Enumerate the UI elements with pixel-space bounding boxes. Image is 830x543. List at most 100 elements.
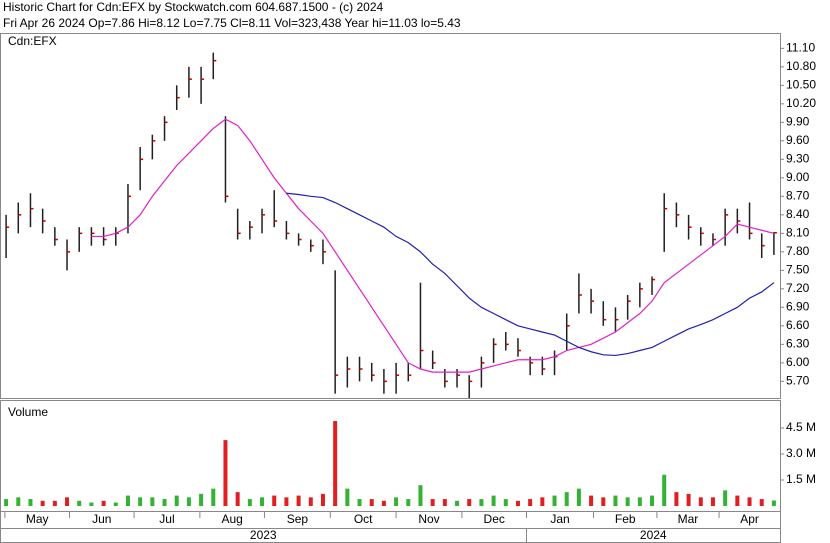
x-tick-label: Nov [418,512,439,526]
x-tick-label: Aug [221,512,242,526]
volume-bar [272,495,277,506]
year-label: 2024 [640,528,667,542]
volume-label: Volume [8,405,48,419]
volume-bar [89,502,94,506]
y-tick-label: 11.10 [786,41,815,55]
chart-subtitle: Fri Apr 26 2024 Op=7.86 Hi=8.12 Lo=7.75 … [3,16,461,30]
x-tick-label: Dec [484,512,505,526]
x-tick-label: Mar [678,512,699,526]
y2-tick-label: 3.0 M [786,446,816,460]
volume-bar [515,500,520,506]
volume-bar [247,499,252,506]
volume-bar [406,499,411,506]
volume-bar [540,497,545,506]
volume-bar [235,492,240,506]
y-tick-label: 6.60 [786,318,810,332]
volume-bar [528,499,533,506]
volume-bar [345,488,350,506]
x-tick-label: Feb [615,512,636,526]
y-tick-label: 9.00 [786,170,810,184]
y-tick-label: 7.80 [786,244,810,258]
volume-bar [125,495,130,506]
volume-bar [223,440,228,506]
volume-bar [564,492,569,506]
chart-title: Historic Chart for Cdn:EFX by Stockwatch… [3,0,383,14]
volume-bar [723,490,728,506]
moving-average [91,118,775,373]
y-tick-label: 10.20 [786,96,816,110]
volume-bar [491,495,496,506]
volume-bar [442,499,447,506]
x-tick-label: May [26,512,49,526]
x-tick-label: Jul [159,512,174,526]
volume-bar [698,497,703,506]
volume-bar [101,500,106,506]
volume-bar [199,493,204,506]
x-tick-label: Jan [550,512,569,526]
y-tick-label: 6.90 [786,300,810,314]
year-label: 2023 [250,528,277,542]
y-tick-label: 6.00 [786,355,810,369]
x-tick-label: Apr [740,512,759,526]
volume-bar [77,500,82,506]
volume-bar [333,421,338,506]
volume-bar [589,495,594,506]
volume-bar [138,497,143,506]
volume-bar [479,499,484,506]
volume-bar [735,495,740,506]
volume-bar [418,485,423,506]
volume-bar [296,495,301,506]
volume-bar [625,497,630,506]
volume-bar [320,493,325,506]
volume-bar [65,497,70,506]
volume-bar [637,497,642,506]
y-tick-label: 8.70 [786,189,810,203]
volume-bar [174,495,179,506]
y-tick-label: 8.10 [786,226,810,240]
volume-bar [552,495,557,506]
volume-bar [369,499,374,506]
volume-bar [284,497,289,506]
volume-bar [759,499,764,506]
volume-bar [710,497,715,506]
price-panel [0,33,781,399]
volume-bar [4,499,9,506]
volume-bar [113,502,118,506]
volume-bar [211,488,216,506]
volume-bar [394,497,399,506]
volume-bar [16,497,21,506]
y2-tick-label: 4.5 M [786,420,816,434]
x-tick-label: Jun [92,512,111,526]
volume-bar [455,500,460,506]
volume-bar [576,488,581,506]
volume-bar [162,499,167,506]
volume-bar [40,500,45,506]
y-tick-label: 7.20 [786,281,810,295]
volume-bar [686,493,691,506]
volume-bar [613,495,618,506]
volume-bar [150,497,155,506]
volume-bar [430,499,435,506]
volume-bar [771,500,776,506]
moving-average [286,192,775,357]
volume-bar [260,497,265,506]
y-tick-label: 8.40 [786,207,810,221]
volume-bar [601,497,606,506]
y-tick-label: 6.30 [786,337,810,351]
volume-bar [650,495,655,506]
volume-bar [357,499,362,506]
volume-bar [308,497,313,506]
y-tick-label: 10.50 [786,78,816,92]
volume-bar [52,500,57,506]
y-tick-label: 9.60 [786,133,810,147]
volume-bar [747,497,752,506]
volume-bar [674,492,679,506]
volume-bar [381,500,386,506]
volume-bar [467,499,472,506]
x-tick-label: Oct [354,512,373,526]
volume-bar [503,499,508,506]
volume-bar [186,497,191,506]
y2-tick-label: 1.5 M [786,472,816,486]
